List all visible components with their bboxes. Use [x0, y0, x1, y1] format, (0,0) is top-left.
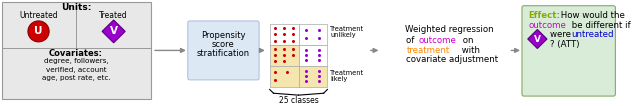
- Text: were: were: [550, 30, 573, 39]
- Text: untreated: untreated: [571, 30, 614, 39]
- Text: Untreated: Untreated: [19, 11, 58, 20]
- FancyBboxPatch shape: [298, 24, 328, 45]
- Text: Covariates:: Covariates:: [49, 50, 103, 59]
- Text: Treatment: Treatment: [330, 70, 364, 76]
- Text: V: V: [109, 26, 118, 36]
- Text: Units:: Units:: [61, 3, 92, 12]
- FancyBboxPatch shape: [522, 6, 616, 96]
- FancyBboxPatch shape: [269, 45, 298, 66]
- Text: 25 classes: 25 classes: [278, 96, 319, 105]
- Text: be different if: be different if: [569, 21, 631, 30]
- Text: with: with: [460, 46, 481, 55]
- FancyBboxPatch shape: [298, 66, 328, 87]
- Text: of: of: [406, 36, 417, 45]
- Text: U: U: [35, 26, 43, 36]
- Text: Treatment: Treatment: [330, 26, 364, 32]
- Text: Treated: Treated: [99, 11, 128, 20]
- Text: age, post rate, etc.: age, post rate, etc.: [42, 75, 111, 81]
- Text: on: on: [460, 36, 474, 45]
- FancyBboxPatch shape: [188, 21, 259, 80]
- Text: likely: likely: [330, 76, 348, 82]
- Text: degree, followers,: degree, followers,: [44, 58, 108, 64]
- Polygon shape: [102, 20, 125, 43]
- Text: outcome: outcome: [529, 21, 566, 30]
- Text: outcome: outcome: [419, 36, 457, 45]
- Polygon shape: [528, 29, 547, 49]
- Text: How would the: How would the: [557, 11, 625, 20]
- Text: Effect:: Effect:: [529, 11, 561, 20]
- Text: treatment: treatment: [406, 46, 450, 55]
- Circle shape: [28, 21, 49, 42]
- Text: stratification: stratification: [197, 49, 250, 58]
- FancyBboxPatch shape: [269, 24, 298, 45]
- Text: ? (ATT): ? (ATT): [550, 40, 579, 49]
- Text: verified, account: verified, account: [46, 67, 106, 73]
- Text: Propensity: Propensity: [201, 31, 246, 40]
- Text: unlikely: unlikely: [330, 32, 356, 38]
- Text: Weighted regression: Weighted regression: [405, 25, 494, 34]
- FancyBboxPatch shape: [298, 45, 328, 66]
- FancyBboxPatch shape: [269, 66, 298, 87]
- Text: covariate adjustment: covariate adjustment: [406, 55, 499, 64]
- Text: V: V: [534, 35, 541, 43]
- Text: score: score: [212, 40, 235, 49]
- FancyBboxPatch shape: [2, 2, 151, 99]
